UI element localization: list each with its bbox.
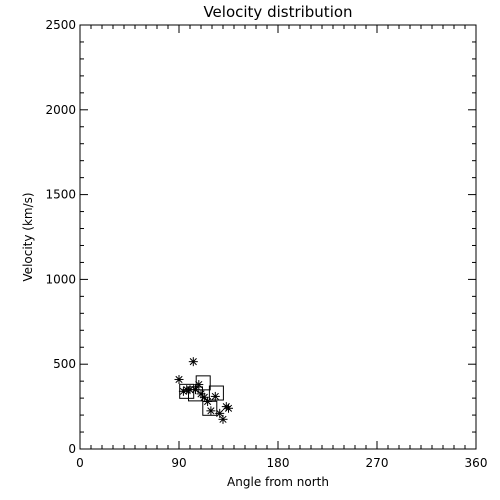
y-tick-label: 1500 [45, 188, 76, 202]
asterisk-point [185, 385, 195, 395]
tick-labels: 0 90 180 270 360 0 500 1000 1500 2000 2500 [45, 18, 487, 470]
box-point [195, 375, 211, 391]
x-axis-title: Angle from north [227, 475, 329, 489]
asterisk-series [174, 357, 233, 424]
asterisk-point [206, 406, 216, 416]
y-tick-label: 2500 [45, 18, 76, 32]
y-tick-label: 500 [53, 357, 76, 371]
asterisk-point [194, 380, 204, 390]
asterisk-point [203, 397, 213, 407]
asterisk-point [188, 357, 198, 367]
asterisk-point [210, 391, 220, 401]
y-axis-title: Velocity (km/s) [21, 192, 35, 281]
y-tick-label: 1000 [45, 272, 76, 286]
x-tick-label: 270 [366, 456, 389, 470]
asterisk-point [174, 374, 184, 384]
asterisk-point [191, 385, 200, 395]
axis-ticks [79, 24, 477, 450]
asterisk-point [218, 414, 228, 424]
chart-title: Velocity distribution [203, 3, 352, 21]
x-tick-label: 360 [465, 456, 488, 470]
x-tick-label: 0 [76, 456, 84, 470]
y-tick-label: 2000 [45, 103, 76, 117]
asterisk-point [224, 403, 233, 413]
plot-frame [79, 24, 477, 450]
y-tick-label: 0 [68, 442, 76, 456]
x-tick-label: 180 [267, 456, 290, 470]
box-point [208, 385, 224, 401]
x-tick-label: 90 [171, 456, 186, 470]
